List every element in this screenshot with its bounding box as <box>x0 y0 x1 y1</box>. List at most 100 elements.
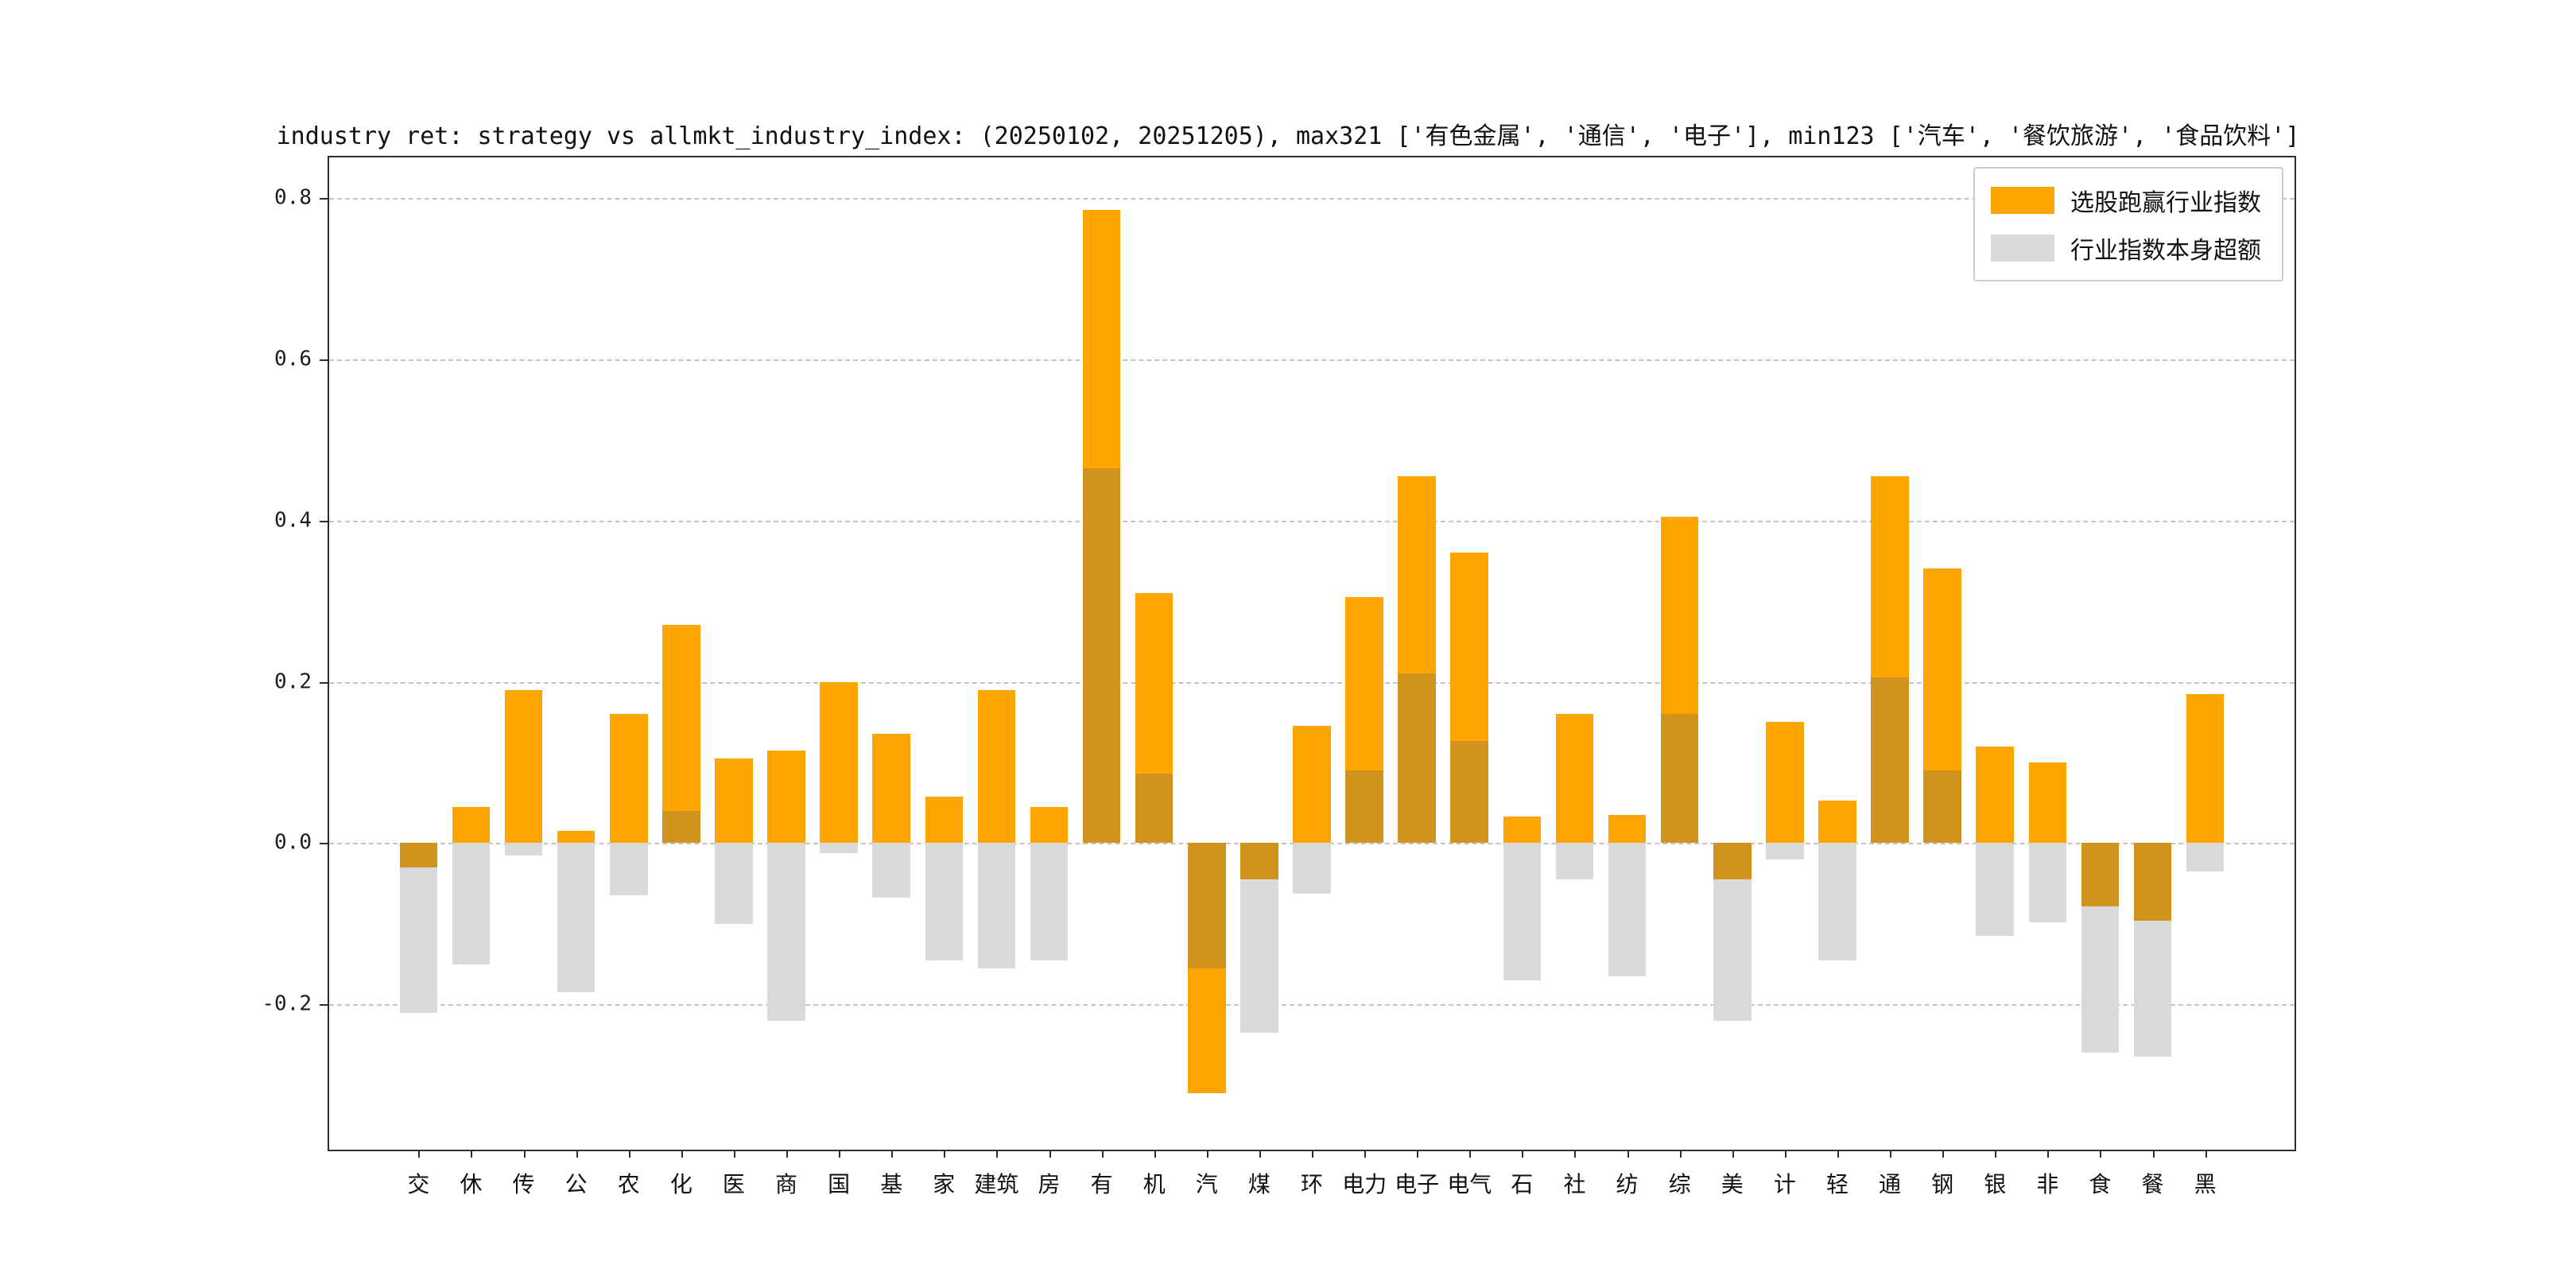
x-tick-label: 社 <box>1563 1171 1586 1197</box>
y-tick-label: 0.6 <box>274 347 312 371</box>
x-tick-mark <box>2152 1150 2155 1158</box>
bar-index-1 <box>452 843 491 964</box>
x-tick-mark <box>1837 1150 1839 1158</box>
bar-index-25 <box>1713 879 1752 1021</box>
bar-strategy-4 <box>609 714 648 844</box>
x-tick-label: 商 <box>775 1171 798 1197</box>
x-tick-label: 国 <box>828 1171 851 1197</box>
y-tick-mark <box>320 520 329 522</box>
x-tick-label: 钢 <box>1931 1171 1954 1197</box>
bar-strategy-2 <box>504 689 543 844</box>
x-tick-mark <box>1574 1150 1577 1158</box>
legend-label-strategy: 选股跑赢行业指数 <box>2070 189 2261 217</box>
x-tick-mark <box>1259 1150 1261 1158</box>
bar-index-12 <box>1030 843 1069 960</box>
x-tick-mark <box>1784 1150 1787 1158</box>
bar-index-27 <box>1818 843 1856 960</box>
bar-strategy-23 <box>1608 814 1647 844</box>
x-tick-mark <box>1049 1150 1051 1158</box>
x-tick-label: 电力 <box>1342 1171 1387 1197</box>
bar-overlap-25 <box>1713 843 1752 880</box>
x-tick-mark <box>1364 1150 1367 1158</box>
plot-area: -0.2 0.0 0.2 0.4 0.6 0.8 交休传公农化医商国基家建筑房有机汽煤环电… <box>262 156 2296 1197</box>
x-tick-mark <box>944 1150 946 1158</box>
x-tick-label: 有 <box>1090 1171 1113 1197</box>
bar-strategy-8 <box>820 681 858 844</box>
x-tick-label: 轻 <box>1825 1171 1849 1197</box>
bar-strategy-3 <box>557 831 596 844</box>
bar-strategy-24 <box>1660 516 1699 715</box>
x-tick-label: 计 <box>1773 1171 1796 1197</box>
bar-index-26 <box>1766 843 1804 859</box>
x-tick-mark <box>628 1150 630 1158</box>
x-tick-label: 农 <box>617 1171 640 1197</box>
x-tick-mark <box>2205 1150 2207 1158</box>
bar-overlap-19 <box>1398 673 1436 844</box>
x-tick-label: 通 <box>1879 1171 1902 1197</box>
bar-overlap-0 <box>399 843 438 867</box>
bar-index-11 <box>977 843 1016 968</box>
bar-index-33 <box>2133 920 2172 1057</box>
y-tick-label: -0.2 <box>262 991 312 1016</box>
bar-overlap-33 <box>2133 843 2172 921</box>
bar-overlap-20 <box>1450 740 1489 844</box>
x-tick-mark <box>733 1150 735 1158</box>
x-tick-label: 食 <box>2089 1171 2112 1197</box>
bar-strategy-21 <box>1503 816 1542 844</box>
gridline <box>329 359 2295 361</box>
y-tick-mark <box>320 1004 329 1007</box>
bar-strategy-1 <box>452 806 491 844</box>
bar-strategy-9 <box>872 734 910 844</box>
x-tick-mark <box>891 1150 894 1158</box>
bar-strategy-7 <box>767 750 805 844</box>
legend-swatch-gray <box>1991 235 2054 262</box>
bar-strategy-13 <box>1082 209 1121 468</box>
x-tick-mark <box>1522 1150 1524 1158</box>
y-tick-label: 0.2 <box>274 669 312 693</box>
bar-index-9 <box>872 843 910 898</box>
x-tick-label: 石 <box>1511 1171 1534 1197</box>
bar-overlap-29 <box>1923 770 1961 844</box>
bar-strategy-14 <box>1135 592 1174 774</box>
bar-strategy-12 <box>1030 806 1069 844</box>
bar-strategy-19 <box>1398 475 1436 674</box>
bar-index-3 <box>557 843 596 993</box>
x-tick-mark <box>471 1150 473 1158</box>
x-tick-mark <box>523 1150 526 1158</box>
x-tick-mark <box>1627 1150 1629 1158</box>
legend-entry-strategy: 选股跑赢行业指数 <box>1991 183 2261 218</box>
bar-index-21 <box>1503 843 1542 980</box>
bar-index-31 <box>2028 843 2067 922</box>
x-tick-mark <box>1469 1150 1472 1158</box>
x-tick-label: 煤 <box>1247 1171 1271 1197</box>
bar-strategy-28 <box>1871 475 1909 678</box>
x-tick-label: 餐 <box>2141 1171 2164 1197</box>
x-tick-label: 非 <box>2036 1171 2059 1197</box>
gridline <box>329 681 2295 684</box>
bar-strategy-31 <box>2028 762 2067 844</box>
gridline <box>329 1004 2295 1007</box>
chart-title: industry ret: strategy vs allmkt_industr… <box>276 122 2300 150</box>
bar-overlap-18 <box>1345 770 1383 844</box>
y-tick-mark <box>320 359 329 361</box>
bar-strategy-22 <box>1555 714 1594 844</box>
bar-index-6 <box>715 843 753 924</box>
bar-overlap-15 <box>1188 843 1226 968</box>
bar-overlap-24 <box>1660 714 1699 844</box>
bar-overlap-13 <box>1082 467 1121 844</box>
x-tick-label: 化 <box>669 1171 692 1197</box>
bar-strategy-17 <box>1293 726 1331 844</box>
y-tick-label: 0.4 <box>274 507 312 532</box>
x-tick-label: 美 <box>1721 1171 1744 1197</box>
bar-index-8 <box>820 843 858 853</box>
x-tick-mark <box>1679 1150 1682 1158</box>
x-tick-mark <box>418 1150 421 1158</box>
x-tick-mark <box>839 1150 841 1158</box>
x-tick-label: 综 <box>1668 1171 1691 1197</box>
x-tick-mark <box>1154 1150 1156 1158</box>
x-tick-label: 银 <box>1984 1171 2007 1197</box>
x-tick-mark <box>2047 1150 2050 1158</box>
x-tick-mark <box>681 1150 683 1158</box>
bar-index-22 <box>1555 843 1594 880</box>
